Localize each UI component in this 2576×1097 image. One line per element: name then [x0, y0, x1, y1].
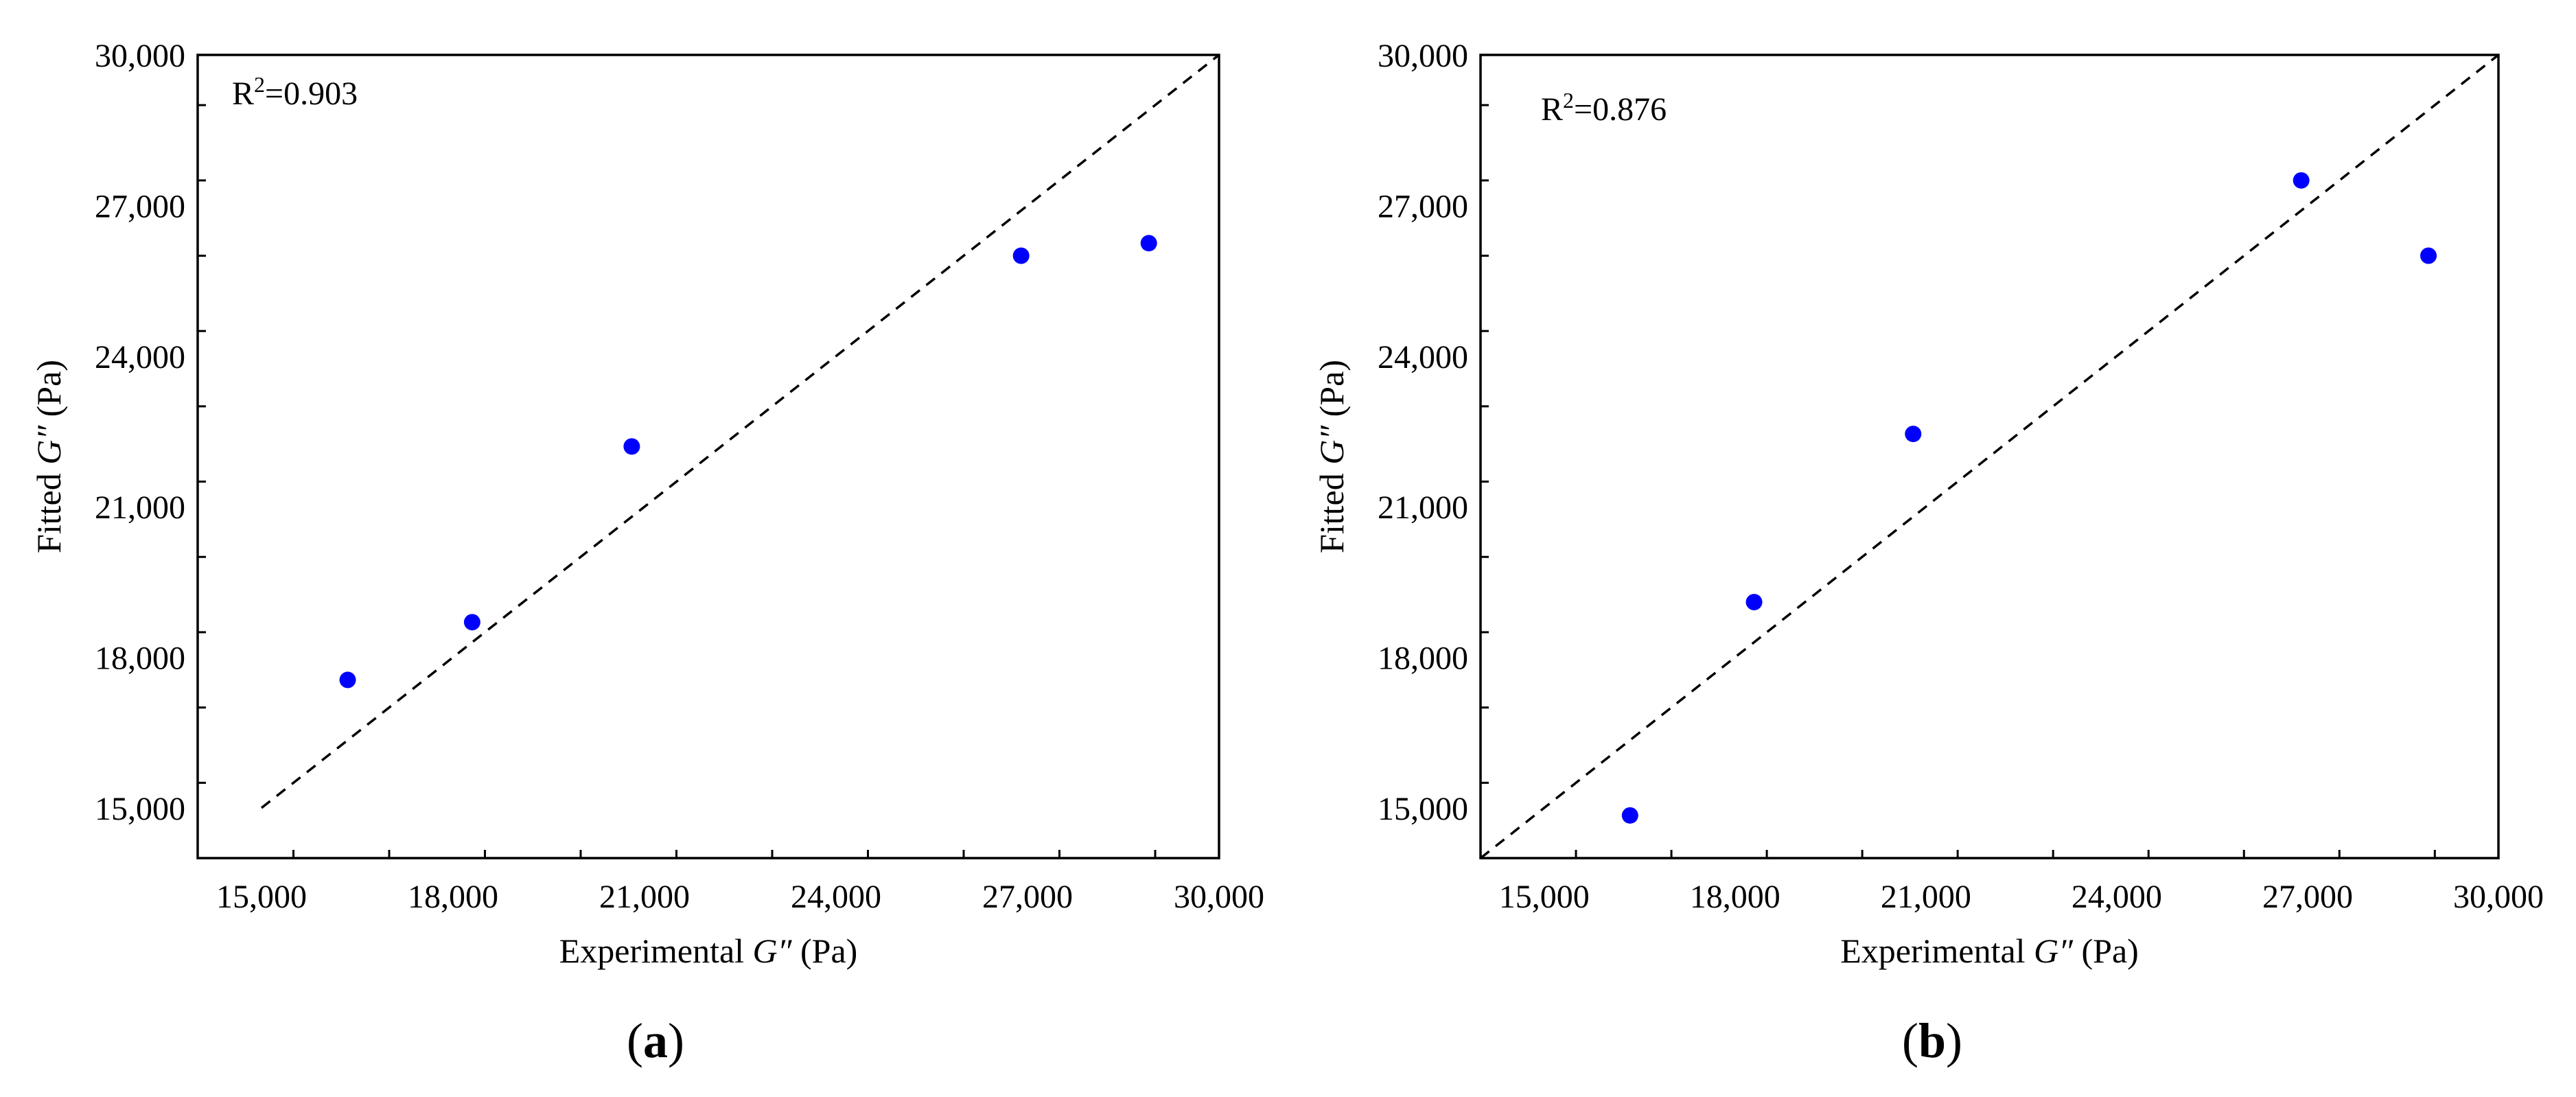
chart-b-x-tick-label: 24,000 — [2072, 879, 2162, 915]
chart-b-panel-label: (b) — [1902, 1013, 1962, 1068]
chart-b-x-tick-label: 27,000 — [2262, 879, 2353, 915]
chart-a-data-point — [623, 438, 640, 455]
chart-b-r2-annotation: R2=0.876 — [1541, 88, 1667, 128]
chart-a-panel-label: (a) — [627, 1013, 684, 1068]
chart-b-y-axis-label: Fitted G″ (Pa) — [1312, 360, 1351, 553]
chart-b-y-tick-label: 21,000 — [1378, 489, 1468, 526]
chart-a-y-tick-label: 30,000 — [95, 38, 185, 74]
chart-a-r2-annotation: R2=0.903 — [232, 72, 358, 112]
chart-b-data-point — [1745, 594, 1763, 611]
chart-b-data-point — [1621, 807, 1638, 824]
chart-b-x-tick-label: 30,000 — [2453, 879, 2544, 915]
chart-a-data-point — [339, 671, 356, 689]
chart-b-y-tick-label: 18,000 — [1378, 640, 1468, 677]
chart-b-reference-line — [1479, 54, 2500, 859]
chart-b-y-tick-label: 27,000 — [1378, 188, 1468, 224]
chart-a-x-tick-label: 24,000 — [791, 879, 881, 915]
chart-b-x-tick-label: 15,000 — [1499, 879, 1590, 915]
chart-b-data-point — [2293, 172, 2310, 189]
chart-a-x-tick-label: 27,000 — [982, 879, 1073, 915]
chart-a-x-tick-label: 18,000 — [408, 879, 498, 915]
chart-a-y-tick-label: 18,000 — [95, 640, 185, 677]
chart-b-plot-frame — [1479, 54, 2500, 859]
chart-a-x-tick-label: 30,000 — [1174, 879, 1264, 915]
chart-b-x-axis-label: Experimental G″ (Pa) — [1840, 932, 2139, 970]
chart-b-y-tick-label: 30,000 — [1378, 38, 1468, 74]
chart-a-x-axis-label: Experimental G″ (Pa) — [559, 932, 858, 970]
chart-b-y-tick-label: 24,000 — [1378, 339, 1468, 376]
chart-a-panel: 15,000 18,000 21,000 24,000 27,000 30,000 15,0… — [30, 38, 1264, 1068]
chart-a-data-point — [1012, 247, 1030, 264]
chart-b-panel: 15,000 18,000 21,000 24,000 27,000 30,000 15,0… — [1312, 38, 2544, 1068]
chart-a-x-tick-label: 21,000 — [599, 879, 690, 915]
chart-b-x-tick-label: 21,000 — [1881, 879, 1971, 915]
chart-a-y-tick-label: 24,000 — [95, 339, 185, 376]
chart-a-data-point — [463, 614, 480, 631]
chart-b-data-point — [2420, 247, 2437, 264]
chart-b-x-tick-label: 18,000 — [1690, 879, 1780, 915]
chart-a-plot-frame — [196, 54, 1220, 859]
chart-a-y-tick-label: 15,000 — [95, 791, 185, 827]
chart-a-y-tick-label: 21,000 — [95, 489, 185, 526]
chart-a-y-tick-label: 27,000 — [95, 188, 185, 224]
chart-a-x-tick-label: 15,000 — [216, 879, 307, 915]
chart-a-y-axis-label: Fitted G″ (Pa) — [30, 360, 68, 553]
chart-b-data-point — [1905, 426, 1922, 443]
chart-b-y-tick-label: 15,000 — [1378, 791, 1468, 827]
chart-a-reference-line — [260, 54, 1220, 809]
chart-a-data-point — [1140, 235, 1157, 252]
